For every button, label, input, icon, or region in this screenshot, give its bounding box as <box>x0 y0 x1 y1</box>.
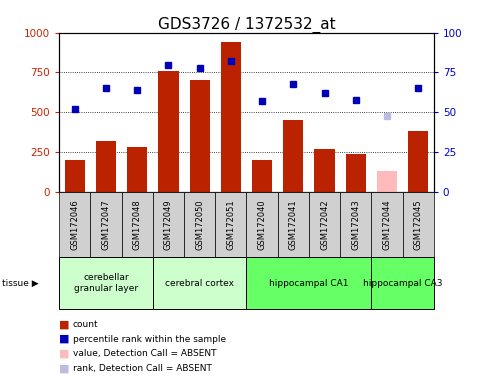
Bar <box>252 160 272 192</box>
Bar <box>340 192 371 257</box>
Bar <box>246 192 278 257</box>
Bar <box>122 192 153 257</box>
Bar <box>184 192 215 257</box>
Bar <box>158 71 178 192</box>
Bar <box>153 192 184 257</box>
Text: percentile rank within the sample: percentile rank within the sample <box>73 334 226 344</box>
Text: GSM172044: GSM172044 <box>383 199 391 250</box>
Bar <box>246 257 371 309</box>
Bar <box>59 192 90 257</box>
Text: ■: ■ <box>59 363 70 373</box>
Bar <box>283 120 304 192</box>
Bar <box>189 81 210 192</box>
Bar <box>377 171 397 192</box>
Text: GSM172051: GSM172051 <box>226 199 235 250</box>
Text: GSM172050: GSM172050 <box>195 199 204 250</box>
Bar <box>315 149 335 192</box>
Text: value, Detection Call = ABSENT: value, Detection Call = ABSENT <box>73 349 216 358</box>
Bar <box>346 154 366 192</box>
Bar <box>278 192 309 257</box>
Text: GSM172047: GSM172047 <box>102 199 110 250</box>
Text: hippocampal CA3: hippocampal CA3 <box>363 279 442 288</box>
Text: GSM172041: GSM172041 <box>289 199 298 250</box>
Text: GSM172043: GSM172043 <box>352 199 360 250</box>
Text: count: count <box>73 320 99 329</box>
Bar <box>153 257 246 309</box>
Bar <box>403 192 434 257</box>
Text: cerebellar
granular layer: cerebellar granular layer <box>74 273 138 293</box>
Text: GSM172040: GSM172040 <box>258 199 267 250</box>
Text: GSM172049: GSM172049 <box>164 199 173 250</box>
Bar <box>371 257 434 309</box>
Bar <box>221 42 241 192</box>
Title: GDS3726 / 1372532_at: GDS3726 / 1372532_at <box>158 17 335 33</box>
Text: rank, Detection Call = ABSENT: rank, Detection Call = ABSENT <box>73 364 212 373</box>
Bar <box>90 192 122 257</box>
Text: cerebral cortex: cerebral cortex <box>165 279 234 288</box>
Bar <box>127 147 147 192</box>
Bar <box>96 141 116 192</box>
Bar <box>59 257 153 309</box>
Text: GSM172048: GSM172048 <box>133 199 141 250</box>
Text: GSM172046: GSM172046 <box>70 199 79 250</box>
Bar <box>371 192 403 257</box>
Text: ■: ■ <box>59 319 70 329</box>
Text: ■: ■ <box>59 349 70 359</box>
Bar <box>408 131 428 192</box>
Bar <box>215 192 246 257</box>
Text: tissue ▶: tissue ▶ <box>2 279 39 288</box>
Bar <box>65 160 85 192</box>
Text: hippocampal CA1: hippocampal CA1 <box>269 279 349 288</box>
Bar <box>309 192 340 257</box>
Text: GSM172045: GSM172045 <box>414 199 423 250</box>
Text: GSM172042: GSM172042 <box>320 199 329 250</box>
Text: ■: ■ <box>59 334 70 344</box>
